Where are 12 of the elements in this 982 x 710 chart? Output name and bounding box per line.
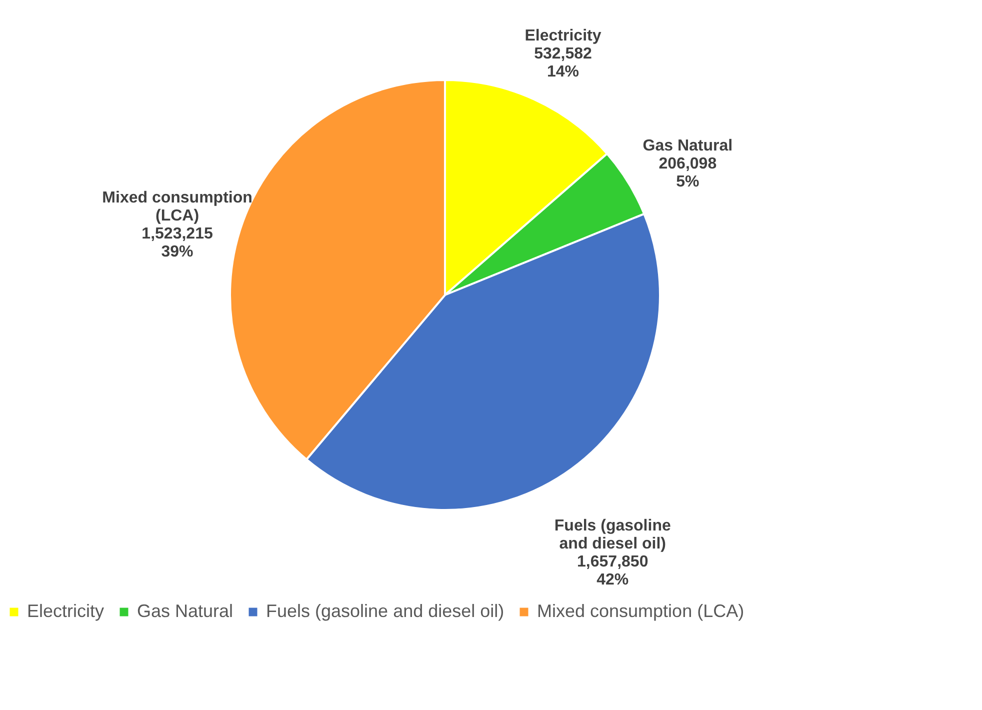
data-label: 1,523,215 39%	[142, 225, 213, 260]
data-label: 532,582 14%	[534, 46, 592, 81]
data-label: 206,098 5%	[658, 156, 717, 191]
slice-label: Fuels (gasoline and diesel oil)	[554, 517, 671, 552]
slice-label: Electricity	[524, 28, 602, 45]
legend-label: Fuels (gasoline and diesel oil)	[266, 601, 504, 621]
slice-label: Gas Natural	[642, 138, 733, 155]
legend-label: Mixed consumption (LCA)	[537, 601, 744, 621]
slice-label: Mixed consumption (LCA)	[102, 189, 252, 224]
legend-label: Gas Natural	[137, 601, 234, 621]
legend-label: Electricity	[27, 601, 104, 621]
data-label: 1,657,850 42%	[577, 553, 648, 588]
